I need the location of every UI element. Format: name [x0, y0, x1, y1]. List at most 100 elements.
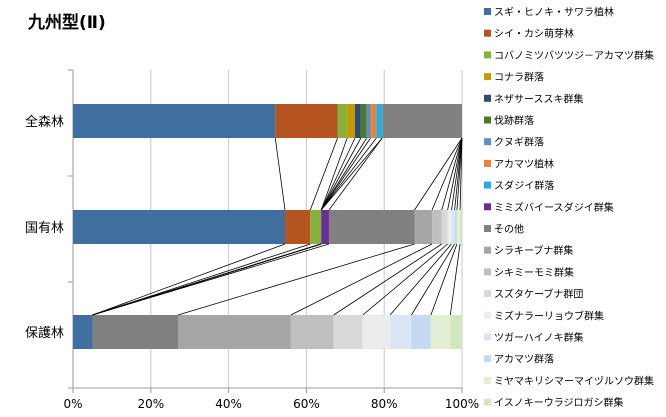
bar-segment: [355, 104, 361, 138]
series-connector-line: [328, 137, 383, 211]
bar-segment: [390, 315, 412, 349]
legend-swatch: [484, 138, 491, 146]
bar-segment: [454, 210, 457, 244]
series-connector-line: [451, 137, 463, 211]
bar-segment: [337, 104, 348, 138]
legend-label: シキミーモミ群集: [494, 266, 574, 279]
bar-segment: [362, 315, 391, 349]
bar-segment: [333, 315, 363, 349]
series-connector-line: [389, 243, 452, 316]
legend-label: イスノキーウラジロガシ群集: [494, 396, 624, 409]
category-label: 保護林: [25, 325, 64, 341]
legend-label: その他: [494, 223, 524, 236]
series-connector-line: [320, 137, 383, 211]
bar-segment: [411, 315, 431, 349]
series-connector-line: [456, 137, 463, 211]
bar-segment: [285, 210, 311, 244]
bar-segment: [456, 210, 461, 244]
series-connector-line: [447, 137, 463, 211]
bar-segment: [290, 315, 334, 349]
series-connector-line: [290, 243, 433, 316]
legend-swatch: [484, 398, 491, 406]
legend-swatch: [484, 290, 491, 298]
series-connector-line: [411, 243, 455, 316]
legend-swatch: [484, 376, 491, 384]
bar-segment: [432, 210, 442, 244]
legend-swatch: [484, 181, 491, 189]
series-connector-line: [320, 137, 368, 211]
bar-segment: [275, 104, 338, 138]
series-connector-line: [449, 243, 461, 316]
legend-label: アカマツ群落: [494, 353, 554, 366]
series-connector-line: [430, 243, 458, 316]
bar-segment: [73, 210, 286, 244]
series-connector-line: [92, 243, 311, 316]
series-connector-line: [320, 137, 371, 211]
legend-label: コナラ群落: [494, 71, 544, 84]
legend-label: コバノミツバツツジ－アカマツ群集: [494, 49, 654, 62]
legend-swatch: [484, 116, 491, 124]
legend-label: 伐跡群落: [494, 114, 534, 127]
series-connector-line: [441, 137, 463, 211]
legend-label: クヌギ群落: [494, 136, 544, 149]
bar-segment: [366, 104, 371, 138]
x-tick-label: 60%: [293, 397, 320, 411]
series-connector-line: [320, 137, 377, 211]
legend-label: ミヤマキリシマーマイヅルソウ群集: [494, 374, 654, 387]
legend-swatch: [484, 246, 491, 254]
bar-segment: [450, 315, 462, 349]
bar-segment: [376, 104, 383, 138]
legend-label: ネザサーススキ群集: [494, 92, 584, 105]
legend-swatch: [484, 94, 491, 102]
legend-label: スダジイ群落: [494, 179, 554, 192]
bar-segment: [328, 210, 415, 244]
series-connector-line: [414, 137, 463, 211]
series-connector-line: [320, 137, 356, 211]
category-label: 全森林: [25, 114, 64, 130]
bar-segment: [73, 315, 93, 349]
series-connector-line: [431, 137, 463, 211]
series-connector-line: [309, 137, 338, 211]
x-tick-label: 0%: [63, 397, 82, 411]
series-connector-line: [459, 137, 463, 211]
legend-label: スズタケーブナ群団: [494, 288, 583, 301]
legend-label: ミミズバイースダジイ群集: [494, 201, 614, 214]
legend-label: アカマツ植林: [494, 157, 554, 170]
legend-swatch: [484, 333, 491, 341]
legend-swatch: [484, 51, 491, 59]
bar-segment: [92, 315, 179, 349]
series-connector-line: [274, 137, 286, 211]
bar-segment: [382, 104, 462, 138]
bar-segment: [73, 104, 276, 138]
legend-swatch: [484, 159, 491, 167]
bar-segment: [321, 210, 329, 244]
legend-swatch: [484, 203, 491, 211]
bar-segment: [430, 315, 451, 349]
legend-swatch: [484, 311, 491, 319]
x-tick-label: 100%: [445, 397, 479, 411]
legend-label: ミズナラーリョウブ群集: [494, 309, 604, 322]
legend-label: スギ・ヒノキ・サワラ植林: [494, 6, 614, 19]
bar-segment: [370, 104, 377, 138]
bar-segment: [347, 104, 356, 138]
bar-segment: [447, 210, 452, 244]
series-connector-line: [362, 243, 448, 316]
bar-segment: [441, 210, 448, 244]
legend-swatch: [484, 355, 491, 363]
legend-label: シイ・カシ萌芽林: [494, 27, 574, 40]
series-connector-line: [177, 243, 415, 316]
bar-segment: [460, 210, 462, 244]
bar-segment: [178, 315, 291, 349]
bar-segment: [414, 210, 433, 244]
category-label: 国有林: [25, 221, 64, 236]
bar-segment: [360, 104, 367, 138]
legend-label: ツガーハイノキ群集: [494, 331, 584, 344]
series-connector-line: [320, 137, 348, 211]
bar-segment: [451, 210, 455, 244]
legend-label: シラキーブナ群集: [494, 244, 573, 257]
legend-swatch: [484, 8, 491, 15]
legend-swatch: [484, 29, 491, 37]
legend-swatch: [484, 268, 491, 276]
series-connector-line: [92, 243, 286, 316]
